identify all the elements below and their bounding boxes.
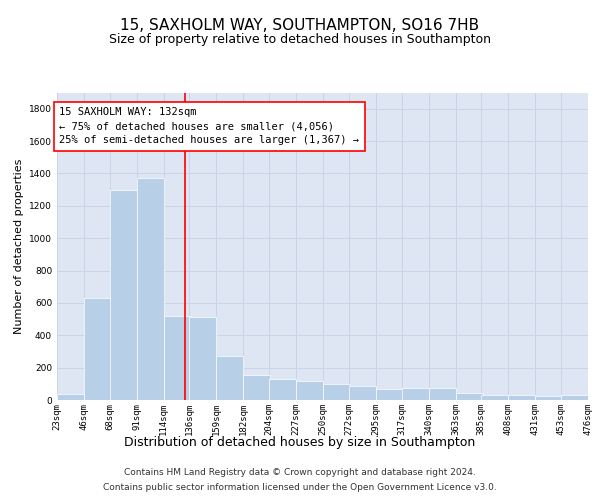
Bar: [349, 386, 376, 400]
Bar: [296, 380, 323, 400]
Bar: [508, 395, 535, 400]
Bar: [164, 316, 191, 400]
Bar: [561, 395, 588, 400]
Bar: [428, 388, 455, 400]
Text: Contains HM Land Registry data © Crown copyright and database right 2024.: Contains HM Land Registry data © Crown c…: [124, 468, 476, 477]
Text: 15, SAXHOLM WAY, SOUTHAMPTON, SO16 7HB: 15, SAXHOLM WAY, SOUTHAMPTON, SO16 7HB: [121, 18, 479, 32]
Bar: [137, 178, 164, 400]
Y-axis label: Number of detached properties: Number of detached properties: [14, 158, 23, 334]
Bar: [376, 388, 403, 400]
Bar: [84, 298, 111, 400]
Bar: [401, 388, 428, 400]
Bar: [190, 318, 217, 400]
Bar: [455, 392, 482, 400]
Text: Size of property relative to detached houses in Southampton: Size of property relative to detached ho…: [109, 32, 491, 46]
Text: Contains public sector information licensed under the Open Government Licence v3: Contains public sector information licen…: [103, 483, 497, 492]
Bar: [481, 395, 508, 400]
Bar: [269, 379, 296, 400]
Bar: [244, 375, 271, 400]
Text: Distribution of detached houses by size in Southampton: Distribution of detached houses by size …: [124, 436, 476, 449]
Bar: [323, 384, 350, 400]
Bar: [535, 396, 562, 400]
Bar: [57, 394, 84, 400]
Bar: [217, 356, 244, 400]
Bar: [110, 190, 137, 400]
Text: 15 SAXHOLM WAY: 132sqm
← 75% of detached houses are smaller (4,056)
25% of semi-: 15 SAXHOLM WAY: 132sqm ← 75% of detached…: [59, 108, 359, 146]
